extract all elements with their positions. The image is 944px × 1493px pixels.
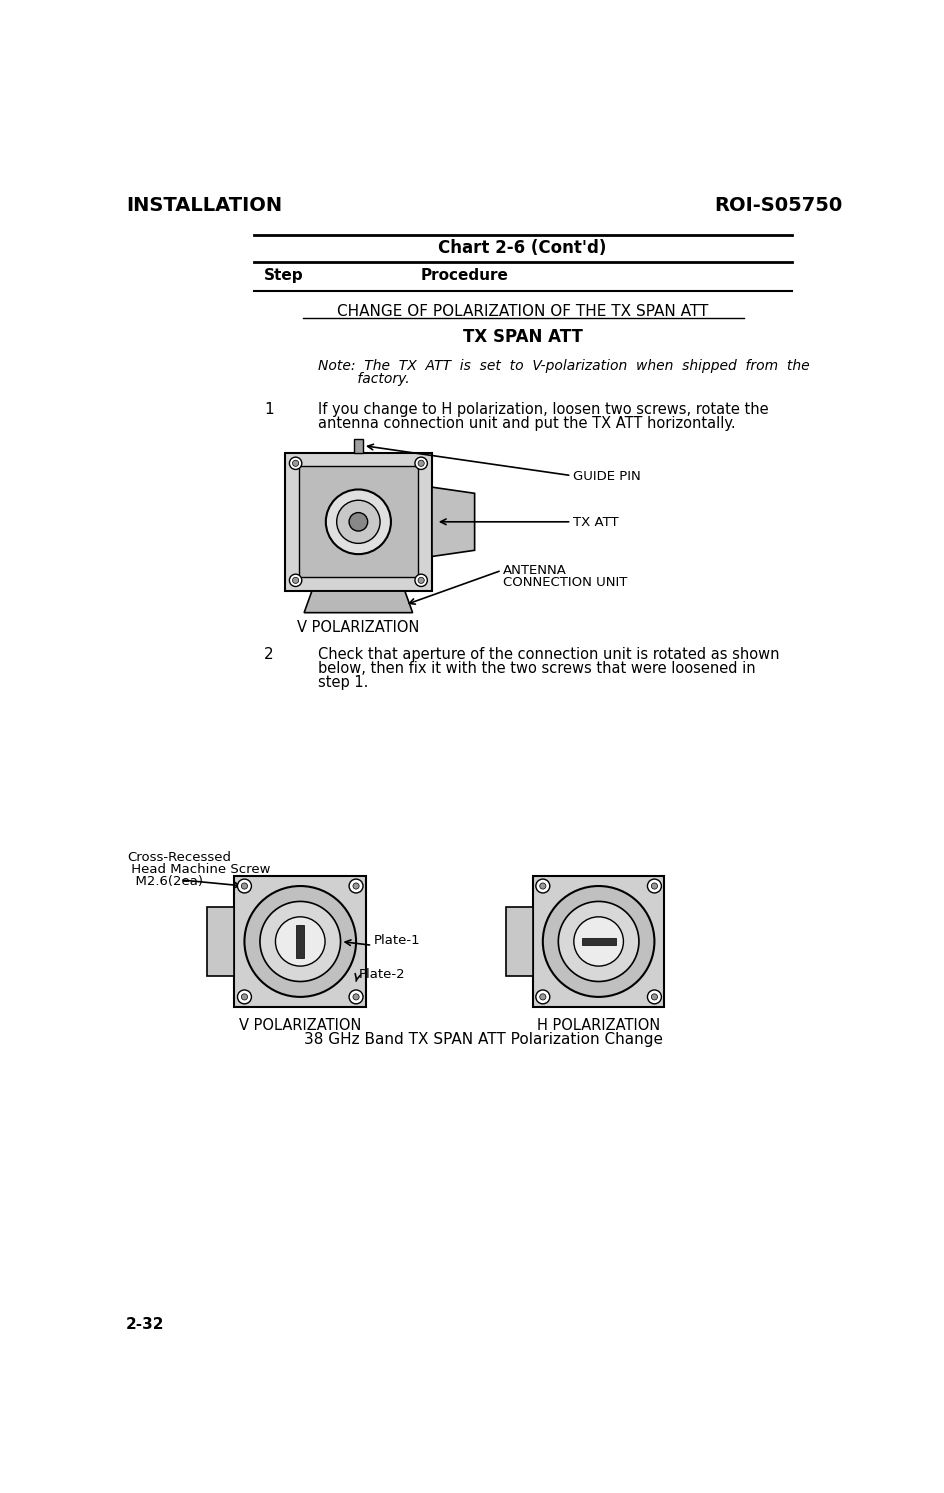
Text: Plate-2: Plate-2 xyxy=(358,969,405,981)
Circle shape xyxy=(293,578,298,584)
Text: below, then fix it with the two screws that were loosened in: below, then fix it with the two screws t… xyxy=(318,661,755,676)
Text: Step: Step xyxy=(263,267,303,282)
Circle shape xyxy=(352,882,359,890)
Text: H POLARIZATION: H POLARIZATION xyxy=(536,1018,660,1033)
Circle shape xyxy=(275,917,325,966)
Polygon shape xyxy=(505,906,532,976)
Text: V POLARIZATION: V POLARIZATION xyxy=(239,1018,361,1033)
Text: INSTALLATION: INSTALLATION xyxy=(126,196,281,215)
Circle shape xyxy=(542,885,654,997)
Text: TX SPAN ATT: TX SPAN ATT xyxy=(463,328,582,346)
Circle shape xyxy=(650,882,657,890)
Text: CHANGE OF POLARIZATION OF THE TX SPAN ATT: CHANGE OF POLARIZATION OF THE TX SPAN AT… xyxy=(337,305,708,320)
Polygon shape xyxy=(298,466,417,578)
Text: ANTENNA: ANTENNA xyxy=(503,564,566,578)
Circle shape xyxy=(293,460,298,466)
Text: antenna connection unit and put the TX ATT horizontally.: antenna connection unit and put the TX A… xyxy=(318,417,735,431)
Circle shape xyxy=(417,578,424,584)
Circle shape xyxy=(650,994,657,1000)
Text: GUIDE PIN: GUIDE PIN xyxy=(572,470,640,484)
Polygon shape xyxy=(353,439,362,452)
Circle shape xyxy=(260,902,340,981)
Text: 38 GHz Band TX SPAN ATT Polarization Change: 38 GHz Band TX SPAN ATT Polarization Cha… xyxy=(304,1032,663,1047)
Circle shape xyxy=(352,994,359,1000)
Polygon shape xyxy=(431,487,474,557)
Text: CONNECTION UNIT: CONNECTION UNIT xyxy=(503,576,627,590)
Circle shape xyxy=(535,879,549,893)
Circle shape xyxy=(348,990,362,1003)
Text: Cross-Recessed: Cross-Recessed xyxy=(127,851,231,863)
Circle shape xyxy=(573,917,623,966)
Polygon shape xyxy=(581,938,615,945)
Text: V POLARIZATION: V POLARIZATION xyxy=(296,620,419,635)
Circle shape xyxy=(241,882,247,890)
Text: Note:  The  TX  ATT  is  set  to  V-polarization  when  shipped  from  the: Note: The TX ATT is set to V-polarizatio… xyxy=(318,358,809,373)
Circle shape xyxy=(647,879,661,893)
Text: 2: 2 xyxy=(263,648,273,663)
Circle shape xyxy=(237,990,251,1003)
Polygon shape xyxy=(207,906,234,976)
Circle shape xyxy=(414,575,427,587)
Circle shape xyxy=(326,490,391,554)
Text: Plate-1: Plate-1 xyxy=(374,933,420,947)
Text: Procedure: Procedure xyxy=(420,267,508,282)
Text: 2-32: 2-32 xyxy=(126,1317,164,1332)
Text: Head Machine Screw: Head Machine Screw xyxy=(127,863,271,876)
Circle shape xyxy=(539,994,546,1000)
Circle shape xyxy=(414,457,427,469)
Circle shape xyxy=(647,990,661,1003)
Circle shape xyxy=(558,902,638,981)
Text: TX ATT: TX ATT xyxy=(572,515,618,529)
Text: step 1.: step 1. xyxy=(318,675,368,690)
Text: ROI-S05750: ROI-S05750 xyxy=(714,196,842,215)
Text: Chart 2-6 (Cont'd): Chart 2-6 (Cont'd) xyxy=(438,239,606,257)
Polygon shape xyxy=(304,591,413,612)
Polygon shape xyxy=(296,924,304,959)
Circle shape xyxy=(237,879,251,893)
Circle shape xyxy=(348,879,362,893)
Circle shape xyxy=(289,457,301,469)
Polygon shape xyxy=(284,452,431,591)
Text: 1: 1 xyxy=(263,403,273,418)
Circle shape xyxy=(417,460,424,466)
Circle shape xyxy=(539,882,546,890)
Circle shape xyxy=(535,990,549,1003)
Text: factory.: factory. xyxy=(318,372,410,385)
Circle shape xyxy=(241,994,247,1000)
Circle shape xyxy=(348,512,367,532)
Text: If you change to H polarization, loosen two screws, rotate the: If you change to H polarization, loosen … xyxy=(318,403,767,418)
Polygon shape xyxy=(234,876,365,1006)
Circle shape xyxy=(289,575,301,587)
Circle shape xyxy=(244,885,356,997)
Text: M2.6(2ea): M2.6(2ea) xyxy=(127,875,203,888)
Circle shape xyxy=(336,500,379,543)
Polygon shape xyxy=(532,876,664,1006)
Text: Check that aperture of the connection unit is rotated as shown: Check that aperture of the connection un… xyxy=(318,648,779,663)
